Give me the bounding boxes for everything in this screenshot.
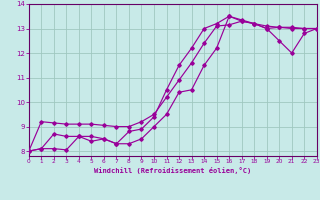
X-axis label: Windchill (Refroidissement éolien,°C): Windchill (Refroidissement éolien,°C)	[94, 167, 252, 174]
